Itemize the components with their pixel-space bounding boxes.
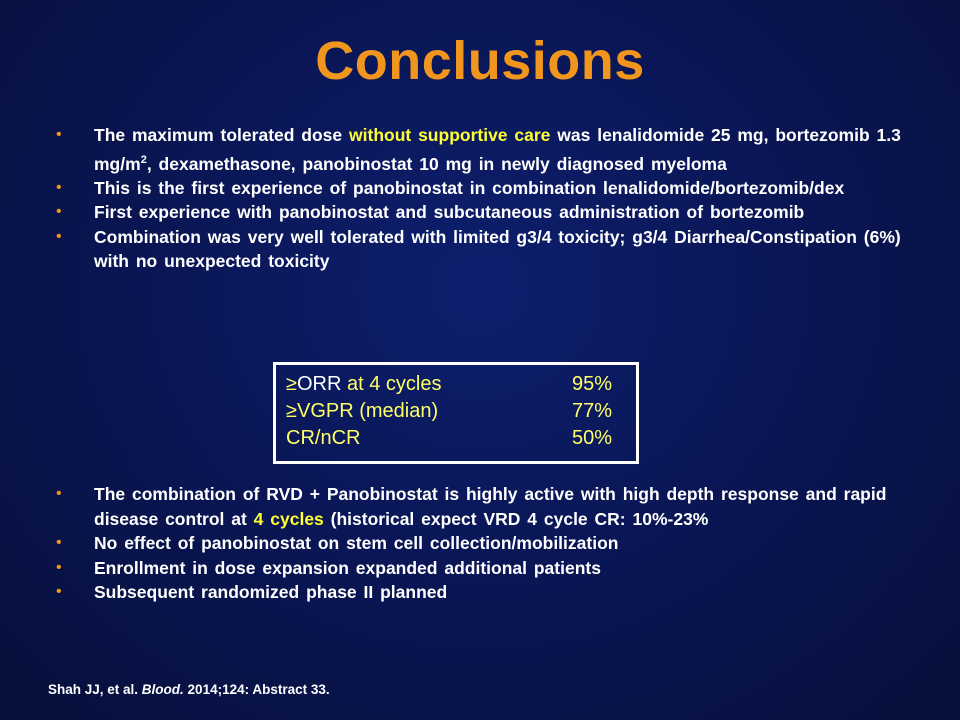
result-value: 77% [572,400,613,422]
bullet-text-pre: The maximum tolerated dose [94,125,350,145]
bullet-icon: • [56,583,62,600]
bullet-text: This is the first experience of panobino… [94,177,845,198]
result-label-prefix: ≥ [286,373,297,395]
results-box: ≥ORR at 4 cycles 95% ≥VGPR (median) 77% … [273,362,639,464]
bullet-item: • Subsequent randomized phase II planned [56,580,936,605]
slide-title: Conclusions [315,31,645,91]
bullet-item: • Combination was very well tolerated wi… [56,225,936,274]
result-label-rest: at 4 cycles [341,373,442,395]
bullet-text-post: was lenalidomide 25 mg, bortezomib 1.3 m… [94,125,901,174]
bullet-icon: • [56,178,62,196]
bullet-text: Enrollment in dose expansion expanded ad… [94,557,601,578]
bullet-icon: • [56,558,62,576]
bullet-icon: • [56,126,62,143]
result-value: 50% [572,427,613,449]
bullet-text: Subsequent randomized phase II planned [94,582,448,602]
bullet-item: • Enrollment in dose expansion expanded … [56,556,936,581]
bullet-item: • The maximum tolerated dose without sup… [56,123,936,176]
bullet-item: • The combination of RVD + Panobinostat … [56,482,936,531]
citation: Shah JJ, et al. Blood. 2014;124: Abstrac… [48,682,330,697]
citation-journal: Blood. [141,682,184,697]
result-row-cr: CR/nCR 50% [286,425,636,452]
bullet-icon: • [56,227,62,245]
bullet-item: • First experience with panobinostat and… [56,200,936,225]
result-label: ≥ORR at 4 cycles [286,371,441,398]
result-label: ≥VGPR (median) [286,400,439,422]
bullet-item: • This is the first experience of panobi… [56,176,936,201]
citation-details: 2014;124: Abstract 33. [183,682,330,697]
bullet-icon: • [56,534,62,551]
citation-authors: Shah JJ, et al. [48,682,142,697]
result-label-highlight: ORR [296,373,342,395]
result-row-vgpr: ≥VGPR (median) 77% [286,398,636,425]
conclusions-list-bottom: • The combination of RVD + Panobinostat … [56,482,936,605]
bullet-text-pre: The combination of RVD + Panobinostat is… [94,484,887,529]
bullet-text: Combination was very well tolerated with… [94,226,901,272]
bullet-text: First experience with panobinostat and s… [94,202,805,223]
superscript: 2 [140,153,147,166]
bullet-text-post: , dexamethasone, panobinostat 10 mg in n… [146,153,727,174]
bullet-icon: • [56,485,62,502]
result-value: 95% [572,373,613,395]
bullet-icon: • [56,203,62,221]
bullet-text-post: (historical expect VRD 4 cycle CR: 10%-2… [323,508,709,529]
bullet-highlight: without supportive care [349,125,551,145]
result-label: CR/nCR [286,427,361,449]
bullet-highlight: 4 cycles [253,508,324,529]
conclusions-list-top: • The maximum tolerated dose without sup… [56,123,936,274]
bullet-item: • No effect of panobinostat on stem cell… [56,531,936,556]
bullet-text: No effect of panobinostat on stem cell c… [94,533,619,553]
result-row-orr: ≥ORR at 4 cycles 95% [286,371,636,398]
